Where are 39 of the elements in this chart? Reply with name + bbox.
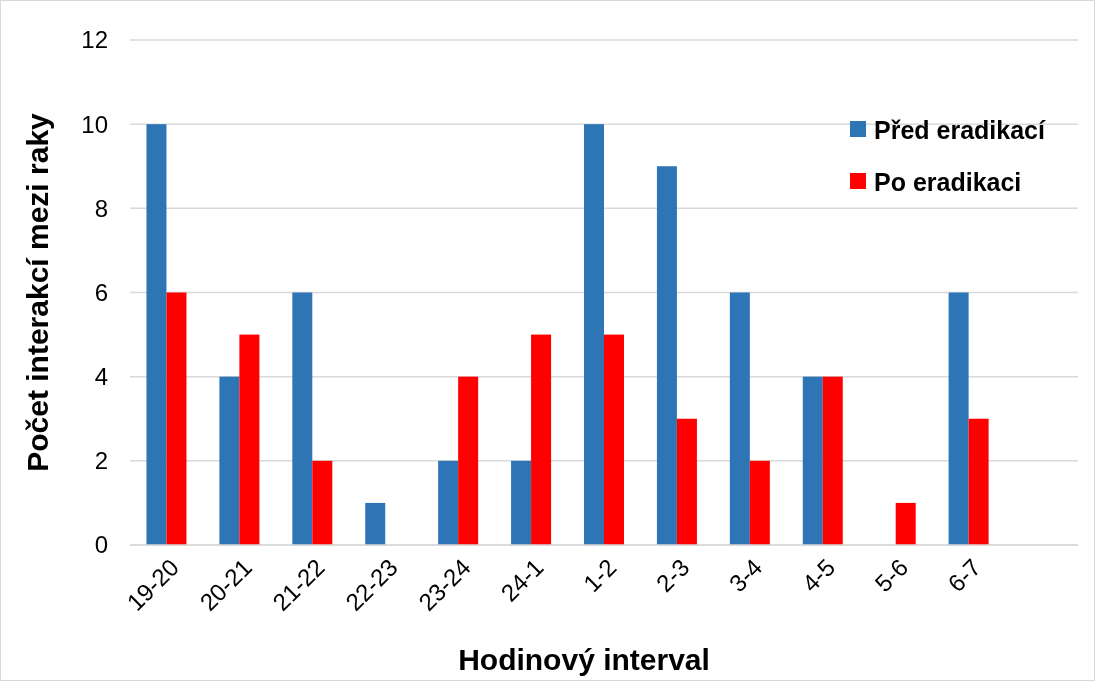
bar: [604, 334, 624, 545]
bar: [239, 334, 260, 545]
x-tick-label: 4-5: [796, 553, 841, 597]
bar: [656, 166, 677, 545]
x-tick-label: 6-7: [942, 553, 987, 597]
x-axis-title: Hodinový interval: [458, 643, 710, 676]
bar: [292, 292, 313, 545]
legend-label: Před eradikací: [874, 115, 1046, 144]
bar: [146, 124, 167, 545]
y-tick-label: 0: [94, 531, 108, 559]
y-axis-title: Počet interakcí mezi raky: [21, 112, 54, 472]
x-tick-label: 5-6: [869, 553, 914, 597]
y-tick-label: 12: [81, 26, 108, 54]
bar: [219, 376, 240, 545]
bar: [531, 334, 552, 545]
bar: [822, 376, 843, 545]
bar: [458, 376, 479, 545]
y-tick-label: 8: [94, 194, 108, 222]
bar: [511, 460, 532, 545]
y-tick-label: 4: [94, 363, 108, 391]
bar: [948, 292, 969, 545]
x-tick-label: 1-2: [577, 553, 622, 597]
bar: [802, 376, 823, 545]
bar: [166, 292, 187, 545]
bar: [968, 418, 989, 545]
y-tick-label: 6: [94, 278, 108, 306]
bar: [365, 502, 386, 545]
bar: [895, 502, 916, 545]
bar: [312, 460, 333, 545]
bar: [438, 460, 459, 545]
x-tick-label: 3-4: [723, 553, 768, 597]
x-tick-label: 2-3: [650, 553, 695, 597]
bar: [749, 460, 770, 545]
bar: [676, 418, 697, 545]
bar: [729, 292, 750, 545]
y-tick-label: 10: [81, 110, 108, 138]
legend-label: Po eradikaci: [874, 167, 1022, 196]
y-tick-label: 2: [94, 447, 108, 475]
bar: [584, 124, 604, 545]
